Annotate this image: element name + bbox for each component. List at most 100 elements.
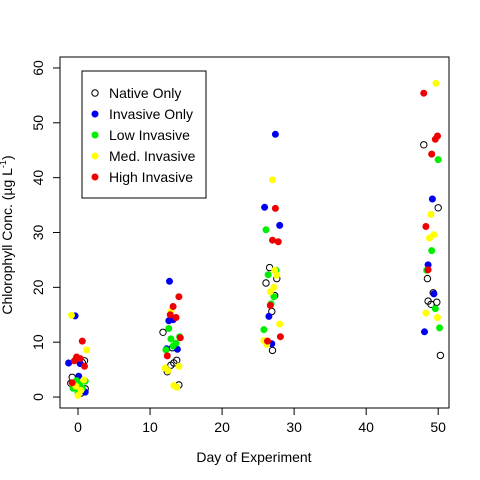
x-axis-title: Day of Experiment (196, 449, 311, 465)
point-med-invasive (175, 362, 183, 370)
point-med-invasive (164, 367, 172, 375)
point-high-invasive (433, 132, 441, 140)
point-high-invasive (166, 311, 174, 319)
point-med-invasive (83, 346, 91, 354)
point-low-invasive (428, 247, 436, 255)
point-high-invasive (176, 334, 184, 342)
point-high-invasive (68, 379, 76, 387)
point-low-invasive (264, 271, 272, 279)
legend-label-med-invasive: Med. Invasive (109, 148, 196, 164)
point-high-invasive (169, 302, 177, 310)
point-low-invasive (434, 156, 442, 164)
x-tick-label: 50 (430, 419, 446, 435)
point-invasive-only (428, 195, 436, 203)
point-med-invasive (68, 311, 76, 319)
point-high-invasive (266, 301, 274, 309)
x-tick-label: 10 (142, 419, 158, 435)
legend-label-low-invasive: Low Invasive (109, 127, 190, 143)
point-native-only (173, 356, 181, 364)
point-invasive-only (265, 312, 273, 320)
legend-marker-invasive-only (91, 110, 99, 118)
point-med-invasive (276, 320, 284, 328)
legend-box (81, 70, 207, 199)
point-med-invasive (270, 283, 278, 291)
point-invasive-only (65, 359, 73, 367)
point-med-invasive (173, 383, 181, 391)
point-invasive-only (166, 277, 174, 285)
point-high-invasive (70, 357, 78, 365)
point-low-invasive (270, 293, 278, 301)
point-native-only (427, 300, 435, 308)
y-tick-label: 60 (30, 60, 46, 76)
point-invasive-only (276, 221, 284, 229)
point-high-invasive (263, 337, 271, 345)
legend-label-high-invasive: High Invasive (109, 169, 193, 185)
point-high-invasive (163, 352, 171, 360)
point-low-invasive (162, 346, 170, 354)
point-high-invasive (276, 333, 284, 341)
legend-marker-high-invasive (91, 173, 99, 181)
point-invasive-only (271, 130, 279, 138)
y-tick-label: 30 (30, 225, 46, 241)
point-invasive-only (420, 328, 428, 336)
point-high-invasive (172, 313, 180, 321)
y-tick-label: 40 (30, 170, 46, 186)
legend-marker-low-invasive (91, 131, 99, 139)
point-native-only (268, 346, 277, 355)
point-low-invasive (260, 326, 268, 334)
point-native-only (159, 328, 167, 336)
point-med-invasive (273, 271, 281, 279)
point-med-invasive (430, 231, 438, 239)
point-high-invasive (424, 266, 432, 274)
x-tick-label: 30 (286, 419, 302, 435)
point-low-invasive (436, 324, 444, 332)
y-tick-label: 50 (30, 115, 46, 131)
point-high-invasive (76, 355, 84, 363)
y-axis-title: Chlorophyll Conc. (µg L-1) (0, 155, 15, 314)
point-native-only (436, 351, 445, 360)
legend-label-native-only: Native Only (109, 85, 181, 101)
point-high-invasive (274, 238, 282, 246)
point-native-only (420, 141, 428, 149)
y-axis: 0 10 20 30 40 50 60 (30, 60, 61, 401)
point-invasive-only (261, 203, 269, 211)
point-low-invasive (167, 335, 175, 343)
point-high-invasive (81, 362, 89, 370)
point-native-only (262, 279, 270, 287)
y-tick-label: 10 (30, 334, 46, 350)
x-axis: 0 10 20 30 40 50 (74, 407, 446, 435)
point-high-invasive (78, 337, 86, 345)
point-high-invasive (271, 204, 279, 212)
point-low-invasive (262, 226, 270, 234)
point-med-invasive (77, 386, 85, 394)
data-points (65, 79, 445, 399)
y-tick-label: 0 (30, 393, 46, 401)
x-tick-label: 40 (358, 419, 374, 435)
x-tick-label: 20 (214, 419, 230, 435)
legend-marker-native-only (91, 89, 99, 97)
point-invasive-only (430, 290, 438, 298)
x-tick-label: 0 (74, 419, 82, 435)
point-native-only (423, 274, 432, 283)
point-med-invasive (80, 376, 88, 384)
legend-label-invasive-only: Invasive Only (109, 106, 193, 122)
point-low-invasive (172, 339, 180, 347)
legend: Native Only Invasive Only Low Invasive Med.… (81, 70, 207, 199)
point-med-invasive (427, 210, 435, 218)
point-native-only (434, 204, 442, 212)
point-low-invasive (431, 305, 439, 313)
y-tick-label: 20 (30, 279, 46, 295)
point-high-invasive (268, 236, 276, 244)
point-high-invasive (428, 150, 436, 158)
point-med-invasive (268, 176, 276, 184)
point-low-invasive (165, 324, 173, 332)
point-med-invasive (422, 309, 430, 317)
point-high-invasive (420, 89, 428, 97)
point-med-invasive (433, 313, 441, 321)
point-med-invasive (432, 79, 440, 87)
legend-marker-med-invasive (91, 152, 99, 160)
y-axis-title-superscript: -1 (0, 160, 8, 168)
y-axis-title-main: Chlorophyll Conc. (µg L (0, 168, 15, 315)
point-high-invasive (422, 223, 430, 231)
